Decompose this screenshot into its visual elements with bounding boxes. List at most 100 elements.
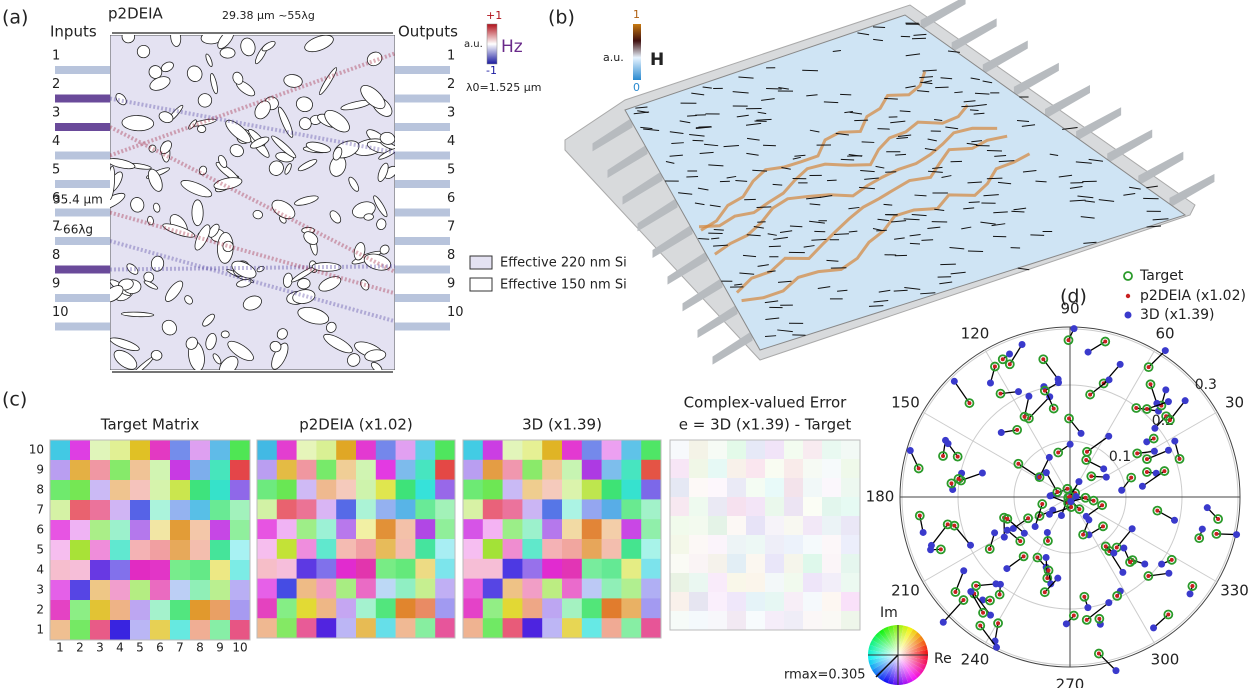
etch-edge	[671, 142, 684, 144]
point-3d	[986, 611, 994, 619]
waveguide-3d	[622, 170, 663, 205]
etch-edge	[1021, 124, 1036, 127]
etch-edge	[971, 104, 987, 107]
matrix-cell	[50, 600, 71, 621]
etch-region	[158, 111, 174, 123]
point-p2deia	[1144, 470, 1149, 475]
matrix-cell	[689, 535, 709, 555]
waveguide-3d	[1169, 173, 1215, 208]
etch-edge	[864, 177, 879, 180]
point-p2deia	[952, 523, 957, 528]
field-streak	[700, 71, 927, 232]
input-port-number: 10	[52, 305, 69, 320]
etch-region	[143, 271, 155, 283]
matrix-cell	[841, 611, 861, 631]
matrix-cell	[542, 578, 563, 599]
matrix-cell	[621, 598, 642, 619]
angle-tick-label: 90	[1060, 300, 1079, 318]
point-p2deia	[1045, 576, 1050, 581]
etch-edge	[860, 170, 875, 173]
matrix-cell	[601, 519, 622, 540]
point-3d	[1006, 350, 1014, 358]
etch-region	[324, 110, 350, 133]
point-p2deia	[1103, 339, 1108, 344]
matrix-cell	[150, 620, 171, 641]
matrix-cell	[50, 540, 71, 561]
matrix-cell	[708, 611, 728, 631]
etch-region	[376, 218, 387, 231]
point-3d	[1119, 568, 1127, 576]
etch-edge	[947, 50, 960, 53]
matrix-cell	[803, 440, 823, 460]
etch-edge	[723, 145, 739, 148]
etch-edge	[919, 76, 933, 79]
matrix-cell	[296, 558, 317, 579]
waveguide-3d	[951, 18, 997, 53]
point-target	[1148, 433, 1159, 444]
matrix-cell	[542, 479, 563, 500]
point-p2deia	[916, 466, 921, 471]
point-3d	[1105, 432, 1113, 440]
matrix-cell	[257, 558, 278, 579]
etch-region	[305, 141, 331, 153]
etch-region	[360, 85, 386, 110]
etch-region	[191, 199, 204, 227]
etch-region	[377, 162, 389, 182]
point-target	[1088, 495, 1099, 506]
matrix-cell	[765, 611, 785, 631]
etch-edge	[708, 164, 724, 167]
point-target	[1086, 471, 1097, 482]
point-target	[1012, 425, 1023, 435]
output-waveguide	[395, 123, 450, 131]
matrix-cell	[522, 499, 543, 520]
matrix-cell	[746, 478, 766, 498]
matrix-cell	[130, 460, 151, 481]
etch-region	[159, 140, 172, 155]
point-3d	[1054, 574, 1062, 582]
matrix-cell	[70, 520, 91, 541]
point-3d	[1138, 482, 1146, 490]
matrix-cell	[336, 519, 357, 540]
input-waveguide	[55, 66, 110, 74]
col-label: 9	[216, 641, 224, 655]
matrix-cell	[581, 519, 602, 540]
point-3d	[1045, 510, 1053, 518]
point-3d	[1150, 447, 1158, 455]
matrix-cell	[581, 479, 602, 500]
matrix-cell	[110, 560, 131, 581]
matrix-cell	[110, 520, 131, 541]
colorbar-field: H	[650, 50, 664, 70]
point-p2deia	[1046, 568, 1051, 573]
matrix-cell	[562, 519, 583, 540]
matrix-cell	[316, 459, 337, 480]
etch-region	[217, 35, 235, 50]
angle-tick-label: 120	[961, 325, 990, 343]
point-p2deia	[1128, 560, 1133, 565]
point-3d	[1162, 386, 1170, 394]
matrix-cell	[230, 520, 251, 541]
point-target	[997, 354, 1008, 365]
matrix-cell	[522, 519, 543, 540]
matrix-cell	[746, 535, 766, 555]
matrix-cell	[522, 598, 543, 619]
matrix-cell	[463, 519, 484, 540]
point-p2deia	[1040, 502, 1045, 507]
point-p2deia	[1089, 474, 1094, 479]
etch-region	[219, 47, 236, 59]
waveguide-3d	[1013, 62, 1059, 97]
polar-grid-spoke	[1069, 349, 1156, 498]
matrix-cell	[415, 499, 436, 520]
input-port-number: 2	[52, 77, 60, 92]
etch-edge	[893, 289, 908, 292]
matrix-cell	[670, 535, 690, 555]
matrix-cell	[841, 516, 861, 536]
matrix-cell	[90, 520, 111, 541]
point-3d	[1181, 397, 1189, 405]
matrix-cell	[257, 499, 278, 520]
etch-region	[198, 165, 208, 176]
matrix-title: 3D (x1.39)	[522, 416, 602, 434]
point-target	[1100, 541, 1111, 552]
matrix	[670, 440, 861, 631]
matrix-frame	[256, 439, 456, 639]
etch-edge	[920, 292, 936, 295]
